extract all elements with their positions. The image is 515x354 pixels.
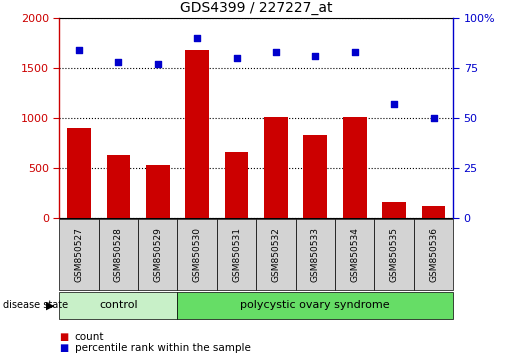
Point [193, 35, 201, 41]
Point [272, 49, 280, 55]
Bar [67, 128, 91, 218]
Bar [414, 219, 453, 290]
Point [153, 61, 162, 67]
Text: GSM850536: GSM850536 [429, 227, 438, 282]
Point [114, 59, 123, 64]
Text: ■: ■ [59, 332, 68, 342]
Point [311, 53, 319, 58]
Point [232, 55, 241, 61]
Text: GSM850534: GSM850534 [350, 227, 359, 282]
Text: polycystic ovary syndrome: polycystic ovary syndrome [241, 300, 390, 310]
Text: ■: ■ [59, 343, 68, 353]
Text: GSM850527: GSM850527 [75, 227, 83, 282]
Text: GSM850535: GSM850535 [390, 227, 399, 282]
Point [351, 49, 359, 55]
Point [75, 47, 83, 52]
Bar [177, 292, 453, 319]
Bar [343, 117, 367, 218]
Bar [335, 219, 374, 290]
Bar [303, 135, 327, 218]
Bar [217, 219, 256, 290]
Bar [185, 50, 209, 218]
Bar [225, 152, 248, 218]
Bar [382, 202, 406, 218]
Text: GSM850532: GSM850532 [271, 227, 280, 282]
Bar [256, 219, 296, 290]
Text: disease state: disease state [3, 300, 67, 310]
Text: GSM850530: GSM850530 [193, 227, 201, 282]
Text: control: control [99, 300, 138, 310]
Bar [99, 219, 138, 290]
Bar [177, 219, 217, 290]
Text: percentile rank within the sample: percentile rank within the sample [75, 343, 251, 353]
Bar [296, 219, 335, 290]
Bar [422, 206, 445, 218]
Bar [59, 292, 177, 319]
Bar [264, 117, 288, 218]
Text: GSM850531: GSM850531 [232, 227, 241, 282]
Text: ▶: ▶ [45, 300, 54, 310]
Title: GDS4399 / 227227_at: GDS4399 / 227227_at [180, 1, 333, 15]
Bar [146, 165, 169, 218]
Bar [107, 155, 130, 218]
Text: GSM850529: GSM850529 [153, 227, 162, 282]
Text: GSM850533: GSM850533 [311, 227, 320, 282]
Text: count: count [75, 332, 104, 342]
Bar [374, 219, 414, 290]
Bar [59, 219, 99, 290]
Point [430, 115, 438, 120]
Point [390, 101, 398, 107]
Text: GSM850528: GSM850528 [114, 227, 123, 282]
Bar [138, 219, 177, 290]
